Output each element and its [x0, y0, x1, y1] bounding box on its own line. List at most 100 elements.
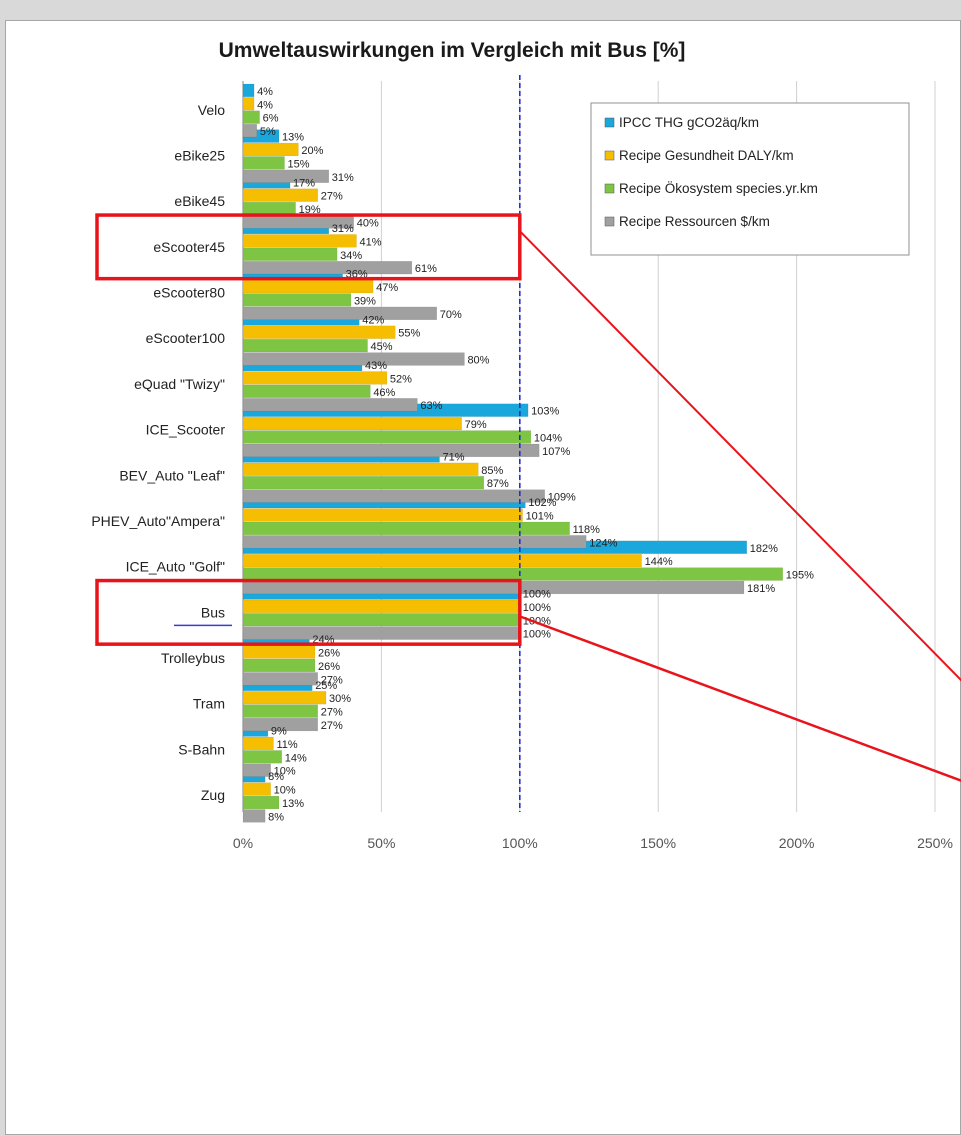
- bar: [242, 416, 462, 431]
- bar: [242, 645, 316, 659]
- value-label: 103%: [531, 406, 559, 418]
- bar: [242, 443, 540, 458]
- value-label: 40%: [357, 217, 379, 229]
- value-label: 109%: [548, 492, 576, 504]
- bar: [242, 508, 523, 522]
- value-label: 45%: [371, 341, 393, 353]
- bar: [242, 352, 465, 366]
- value-label: 13%: [282, 798, 304, 810]
- value-label: 87%: [487, 478, 509, 490]
- bars: [242, 83, 784, 823]
- category-label: Bus: [201, 604, 225, 620]
- bar: [242, 535, 587, 549]
- legend-box: [590, 102, 910, 256]
- bar: [242, 97, 255, 111]
- bar: [242, 142, 299, 157]
- value-label: 15%: [288, 158, 310, 170]
- legend-swatch: [604, 150, 615, 161]
- value-label: 61%: [415, 263, 437, 275]
- value-label: 55%: [398, 328, 420, 340]
- x-tick-label: 50%: [367, 835, 395, 851]
- legend: IPCC THG gCO2äq/km Recipe Gesundheit DALY…: [590, 102, 910, 256]
- x-tick-label: 150%: [640, 835, 676, 851]
- value-label: 41%: [359, 236, 381, 248]
- bar: [242, 462, 479, 476]
- legend-entry: IPCC THG gCO2äq/km: [619, 115, 759, 130]
- value-label: 25%: [315, 680, 337, 692]
- bar: [242, 795, 280, 810]
- value-label: 144%: [645, 556, 673, 568]
- category-label: eQuad "Twizy": [134, 376, 225, 392]
- value-label: 52%: [390, 373, 412, 385]
- value-label: 31%: [332, 172, 354, 184]
- value-label: 4%: [257, 99, 273, 111]
- value-label: 26%: [318, 648, 340, 660]
- value-label: 46%: [373, 387, 395, 399]
- value-label: 71%: [443, 451, 465, 463]
- value-label: 124%: [589, 537, 617, 549]
- value-label: 5%: [260, 126, 276, 138]
- chart-frame: Umweltauswirkungen im Vergleich mit Bus …: [5, 20, 961, 1135]
- x-tick-label: 200%: [779, 835, 815, 851]
- bar: [242, 430, 532, 444]
- value-label: 13%: [282, 132, 304, 144]
- value-label: 26%: [318, 661, 340, 673]
- value-label: 100%: [523, 602, 551, 614]
- legend-swatch: [604, 216, 615, 227]
- value-label: 100%: [523, 588, 551, 600]
- bar: [242, 736, 274, 751]
- bar-chart: Umweltauswirkungen im Vergleich mit Bus …: [91, 39, 961, 851]
- bar: [242, 613, 521, 627]
- value-label: 31%: [332, 223, 354, 235]
- category-label: eScooter100: [146, 330, 226, 346]
- value-label: 19%: [299, 204, 321, 216]
- bar: [242, 110, 260, 124]
- value-label: 85%: [481, 465, 503, 477]
- value-label: 8%: [268, 771, 284, 783]
- bar: [242, 201, 296, 216]
- value-label: 34%: [340, 250, 362, 262]
- value-label: 27%: [321, 674, 343, 686]
- legend-swatch: [604, 183, 615, 194]
- bar: [242, 704, 318, 718]
- bar: [242, 398, 418, 412]
- value-label: 100%: [523, 629, 551, 641]
- bar: [242, 626, 521, 640]
- category-label: eBike25: [174, 147, 225, 163]
- bar: [242, 188, 318, 202]
- value-label: 182%: [750, 543, 778, 555]
- value-label: 6%: [263, 113, 279, 125]
- legend-entry: Recipe Ökosystem species.yr.km: [619, 181, 818, 196]
- value-label: 10%: [274, 766, 296, 778]
- value-label: 195%: [786, 570, 814, 582]
- value-label: 14%: [285, 752, 307, 764]
- bar: [242, 234, 357, 248]
- bar: [242, 521, 570, 536]
- value-label: 70%: [440, 309, 462, 321]
- legend-swatch: [604, 117, 615, 128]
- x-tick-label: 100%: [502, 835, 538, 851]
- value-label: 10%: [274, 785, 296, 797]
- category-label: eBike45: [174, 193, 225, 209]
- bar: [242, 717, 318, 732]
- bar: [242, 672, 318, 686]
- value-label: 20%: [301, 145, 323, 157]
- value-label: 4%: [257, 86, 273, 98]
- value-label: 27%: [321, 720, 343, 732]
- value-label: 104%: [534, 433, 562, 445]
- value-label: 9%: [271, 726, 287, 738]
- value-label: 43%: [365, 360, 387, 372]
- value-label: 79%: [465, 419, 487, 431]
- value-label: 107%: [542, 446, 570, 458]
- bar: [242, 306, 438, 321]
- bar: [242, 658, 316, 673]
- value-label: 80%: [467, 355, 489, 367]
- x-axis-tick-labels: 0% 50% 100% 150% 200% 250%: [233, 835, 953, 851]
- value-label: 63%: [420, 400, 442, 412]
- category-label: Trolleybus: [161, 650, 225, 666]
- bar: [242, 691, 327, 705]
- bar: [242, 599, 521, 614]
- value-label: 39%: [354, 295, 376, 307]
- category-label: ICE_Auto "Golf": [126, 559, 225, 575]
- value-labels: 4%13%17%31%36%42%43%103%71%102%182%100%2…: [257, 86, 814, 824]
